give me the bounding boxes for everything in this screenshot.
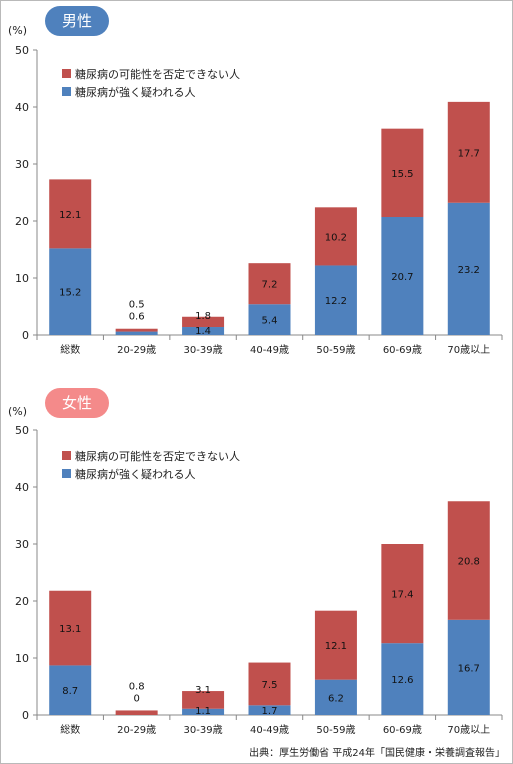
chart-1-bar-strong bbox=[248, 705, 291, 715]
chart-1-category-label: 70歳以上 bbox=[447, 724, 490, 736]
chart-0-category-label: 40-49歳 bbox=[250, 344, 289, 356]
chart-1-label-strong: 6.2 bbox=[328, 693, 344, 704]
chart-0-legend-swatch-possible bbox=[62, 69, 71, 78]
chart-1-bar-possible bbox=[115, 710, 158, 715]
chart-0-label-strong: 12.2 bbox=[325, 296, 347, 307]
chart-0-label-strong: 5.4 bbox=[262, 316, 278, 327]
chart-1-bar-possible bbox=[381, 544, 424, 644]
chart-1-legend-swatch-possible bbox=[62, 451, 71, 460]
chart-1-label-possible: 12.1 bbox=[325, 641, 347, 652]
chart-1-y-tick-label: 40 bbox=[15, 481, 29, 494]
chart-1-label-strong: 0 bbox=[133, 693, 139, 704]
chart-0-y-tick-label: 40 bbox=[15, 101, 29, 114]
chart-0-label-strong: 20.7 bbox=[391, 272, 413, 283]
chart-0-label-strong: 15.2 bbox=[59, 288, 81, 299]
chart-0-legend-strong: 糖尿病が強く疑われる人 bbox=[75, 85, 195, 99]
chart-0-bar-strong bbox=[447, 202, 490, 335]
chart-1-label-possible: 17.4 bbox=[391, 590, 413, 601]
chart-1-y-tick-label: 30 bbox=[15, 538, 29, 551]
chart-1-bar-strong bbox=[182, 708, 225, 715]
chart-0-y-tick-label: 0 bbox=[22, 329, 29, 342]
chart-0-label-possible: 0.5 bbox=[129, 300, 145, 311]
chart-1-category-label: 総数 bbox=[60, 723, 80, 736]
chart-0-bar-strong bbox=[115, 331, 158, 335]
chart-1-y-tick-label: 0 bbox=[22, 709, 29, 722]
source-note: 出典：厚生労働省 平成24年「国民健康・栄養調査報告」 bbox=[249, 748, 505, 759]
chart-1-y-tick-label: 50 bbox=[15, 424, 29, 437]
chart-1-bar-possible bbox=[447, 501, 490, 620]
chart-0-label-strong: 1.4 bbox=[195, 326, 211, 337]
chart-0-legend-possible: 糖尿病の可能性を否定できない人 bbox=[75, 67, 240, 81]
chart-0-category-label: 30-39歳 bbox=[184, 344, 223, 356]
chart-0-bar-possible bbox=[182, 316, 225, 328]
chart-0-label-possible: 17.7 bbox=[458, 148, 480, 159]
chart-1-bar-possible bbox=[248, 662, 291, 706]
chart-1-label-possible: 7.5 bbox=[262, 680, 278, 691]
chart-0-label-possible: 1.8 bbox=[195, 311, 211, 322]
chart-1-unit-label: (%) bbox=[8, 405, 27, 418]
chart-1-label-strong: 1.7 bbox=[262, 706, 278, 717]
chart-0-y-tick-label: 20 bbox=[15, 215, 29, 228]
chart-0-unit-label: (%) bbox=[8, 24, 27, 37]
chart-0-bar-strong bbox=[49, 248, 92, 335]
chart-1-y-tick-label: 10 bbox=[15, 652, 29, 665]
chart-1-label-strong: 1.1 bbox=[195, 706, 211, 717]
chart-0-bar-strong bbox=[314, 265, 357, 335]
chart-1-bar-strong bbox=[381, 643, 424, 715]
chart-1-bar-strong bbox=[49, 665, 92, 715]
chart-1-title: 女性 bbox=[62, 394, 92, 412]
chart-1-y-tick-label: 20 bbox=[15, 595, 29, 608]
chart-1-title-badge bbox=[45, 388, 109, 418]
chart-1-category-label: 60-69歳 bbox=[383, 724, 422, 736]
chart-1-label-possible: 3.1 bbox=[195, 685, 211, 696]
chart-0-y-tick-label: 50 bbox=[15, 44, 29, 57]
chart-1-legend-strong: 糖尿病が強く疑われる人 bbox=[75, 467, 195, 481]
chart-1-legend-swatch-strong bbox=[62, 469, 71, 478]
chart-0-bar-possible bbox=[248, 263, 291, 305]
chart-1-category-label: 40-49歳 bbox=[250, 724, 289, 736]
chart-0-bar-possible bbox=[314, 207, 357, 266]
chart-0-y-tick-label: 30 bbox=[15, 158, 29, 171]
chart-0-bar-possible bbox=[115, 328, 158, 332]
chart-1-legend-possible: 糖尿病の可能性を否定できない人 bbox=[75, 449, 240, 463]
chart-1-bar-strong bbox=[447, 619, 490, 715]
chart-0-category-label: 総数 bbox=[60, 343, 80, 356]
chart-0-label-possible: 15.5 bbox=[391, 169, 413, 180]
chart-0-title: 男性 bbox=[62, 12, 92, 30]
chart-0-category-label: 60-69歳 bbox=[383, 344, 422, 356]
chart-0-category-label: 20-29歳 bbox=[117, 344, 156, 356]
chart-1-label-possible: 20.8 bbox=[458, 557, 480, 568]
chart-0-bar-strong bbox=[182, 327, 225, 335]
chart-0-label-possible: 7.2 bbox=[262, 280, 278, 291]
chart-0-bar-possible bbox=[381, 128, 424, 218]
chart-0-bar-strong bbox=[381, 217, 424, 335]
chart-0-bar-possible bbox=[447, 101, 490, 203]
chart-1-category-label: 50-59歳 bbox=[316, 724, 355, 736]
chart-0-bar-strong bbox=[248, 304, 291, 335]
chart-0-label-strong: 0.6 bbox=[129, 312, 145, 323]
chart-1-label-possible: 13.1 bbox=[59, 624, 81, 635]
chart-0-label-possible: 10.2 bbox=[325, 232, 347, 243]
chart-1-bar-strong bbox=[314, 679, 357, 715]
chart-1-label-strong: 16.7 bbox=[458, 663, 480, 674]
chart-0-legend-swatch-strong bbox=[62, 87, 71, 96]
chart-0-category-label: 50-59歳 bbox=[316, 344, 355, 356]
chart-1-label-strong: 8.7 bbox=[62, 686, 78, 697]
chart-1-label-strong: 12.6 bbox=[391, 675, 413, 686]
chart-0-y-tick-label: 10 bbox=[15, 272, 29, 285]
chart-1-bar-possible bbox=[49, 590, 92, 666]
chart-1-bar-possible bbox=[314, 610, 357, 680]
chart-1-category-label: 30-39歳 bbox=[184, 724, 223, 736]
chart-1-category-label: 20-29歳 bbox=[117, 724, 156, 736]
chart-0-label-possible: 12.1 bbox=[59, 210, 81, 221]
chart-1-label-possible: 0.8 bbox=[129, 681, 145, 692]
chart-0-label-strong: 23.2 bbox=[458, 265, 480, 276]
chart-0-bar-possible bbox=[49, 179, 92, 249]
chart-1-bar-possible bbox=[182, 691, 225, 709]
chart-0-category-label: 70歳以上 bbox=[447, 344, 490, 356]
chart-0-title-badge bbox=[45, 6, 109, 36]
